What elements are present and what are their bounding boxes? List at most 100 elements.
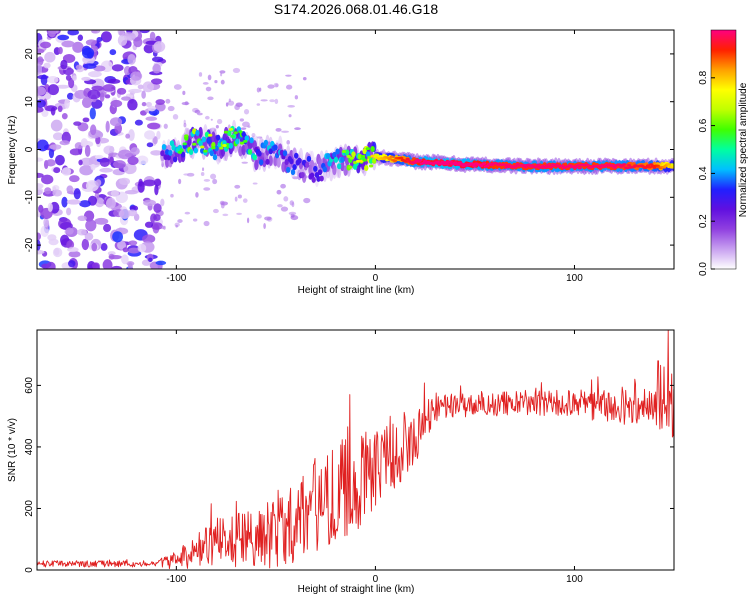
noise-blob: [139, 30, 150, 34]
noise-blob: [58, 46, 63, 55]
noise-speck: [274, 98, 279, 104]
spectral-ridge: [160, 119, 674, 188]
ridge-segment: [281, 161, 286, 173]
ridge-segment: [399, 156, 404, 160]
ridge-segment: [249, 137, 254, 144]
noise-blob: [137, 181, 145, 193]
noise-blob: [146, 142, 154, 148]
noise-blob: [60, 59, 68, 70]
noise-speck: [201, 167, 205, 172]
noise-speck: [294, 95, 299, 100]
noise-blob: [127, 54, 136, 65]
ridge-segment: [192, 142, 197, 146]
noise-speck: [256, 103, 261, 106]
noise-blobs: [37, 30, 311, 269]
ridge-segment: [372, 157, 377, 164]
noise-blob: [37, 56, 44, 66]
noise-speck: [195, 192, 199, 198]
noise-speck: [160, 225, 165, 230]
noise-blob: [105, 120, 110, 133]
ridge-segment: [445, 162, 450, 166]
ridge-segment: [575, 163, 581, 167]
ridge-segment: [235, 138, 240, 145]
noise-blob: [37, 232, 42, 241]
noise-speck: [234, 184, 241, 189]
heatmap-y-axis-title: Frequency (Hz): [7, 116, 18, 185]
noise-blob: [137, 243, 147, 253]
noise-speck: [280, 206, 289, 212]
ridge-segment: [626, 164, 632, 167]
noise-blob: [102, 259, 113, 269]
colorbar-tick-label: 0.6: [698, 118, 709, 132]
noise-blob: [118, 149, 132, 160]
noise-speck: [240, 127, 247, 130]
noise-speck: [204, 115, 210, 120]
ridge-segment: [305, 161, 310, 168]
y-tick-label: -10: [24, 190, 35, 205]
ridge-segment: [193, 147, 199, 154]
noise-speck: [210, 173, 217, 180]
noise-blob: [43, 62, 51, 69]
ridge-segment: [360, 154, 366, 158]
ridge-segment: [284, 159, 289, 166]
noise-blob: [80, 157, 94, 166]
noise-blob: [148, 257, 153, 263]
ridge-segment: [362, 158, 367, 162]
ridge-segment: [521, 163, 527, 167]
figure-title: S174.2026.068.01.46.G18: [274, 1, 438, 17]
noise-blob: [85, 180, 99, 192]
ridge-segment: [214, 145, 219, 152]
ridge-segment: [258, 159, 264, 166]
noise-blob: [127, 247, 140, 254]
noise-speck: [285, 84, 293, 90]
snr-x-axis-title: Height of straight line (km): [298, 584, 415, 595]
noise-blob: [37, 63, 43, 75]
noise-speck: [234, 104, 240, 111]
ridge-segment: [172, 156, 178, 163]
noise-blob: [133, 36, 143, 48]
ridge-segment: [306, 155, 312, 162]
ridge-segment: [228, 127, 234, 131]
ridge-segment: [239, 141, 245, 145]
noise-blob: [52, 184, 60, 191]
noise-blob: [81, 96, 93, 109]
noise-blob: [155, 260, 167, 266]
noise-speck: [215, 125, 219, 129]
noise-blob: [79, 200, 91, 208]
noise-blob: [84, 232, 94, 241]
noise-blob: [57, 105, 63, 113]
snr-y-axis-title: SNR (10 * v/v): [7, 418, 18, 482]
noise-blob: [67, 247, 79, 253]
noise-blob: [87, 89, 101, 100]
noise-speck: [220, 79, 225, 85]
ridge-segment: [180, 151, 186, 158]
noise-blob: [87, 71, 102, 78]
noise-blob: [47, 30, 57, 38]
ridge-segment: [448, 160, 453, 164]
noise-blob: [127, 99, 138, 111]
noise-speck: [241, 161, 248, 164]
ridge-segment: [333, 156, 339, 163]
ridge-segment: [227, 130, 232, 137]
noise-speck: [175, 224, 178, 228]
noise-blob: [153, 203, 162, 213]
colorbar-label: Normalized spectral amplitude: [738, 82, 749, 217]
y-tick-label: 400: [24, 438, 35, 455]
noise-blob: [67, 30, 79, 36]
ridge-segment: [293, 152, 299, 159]
noise-blob: [66, 199, 81, 205]
noise-blob: [150, 150, 163, 156]
noise-blob: [50, 106, 56, 116]
noise-blob: [91, 85, 104, 91]
ridge-segment: [335, 148, 340, 155]
noise-blob: [112, 231, 124, 243]
noise-blob: [61, 167, 72, 176]
ridge-segment: [265, 158, 270, 165]
noise-blob: [130, 147, 140, 156]
noise-blob: [111, 64, 124, 72]
y-tick-label: 0: [24, 567, 35, 573]
noise-speck: [227, 100, 235, 106]
noise-speck: [207, 96, 214, 101]
noise-blob: [37, 172, 44, 179]
